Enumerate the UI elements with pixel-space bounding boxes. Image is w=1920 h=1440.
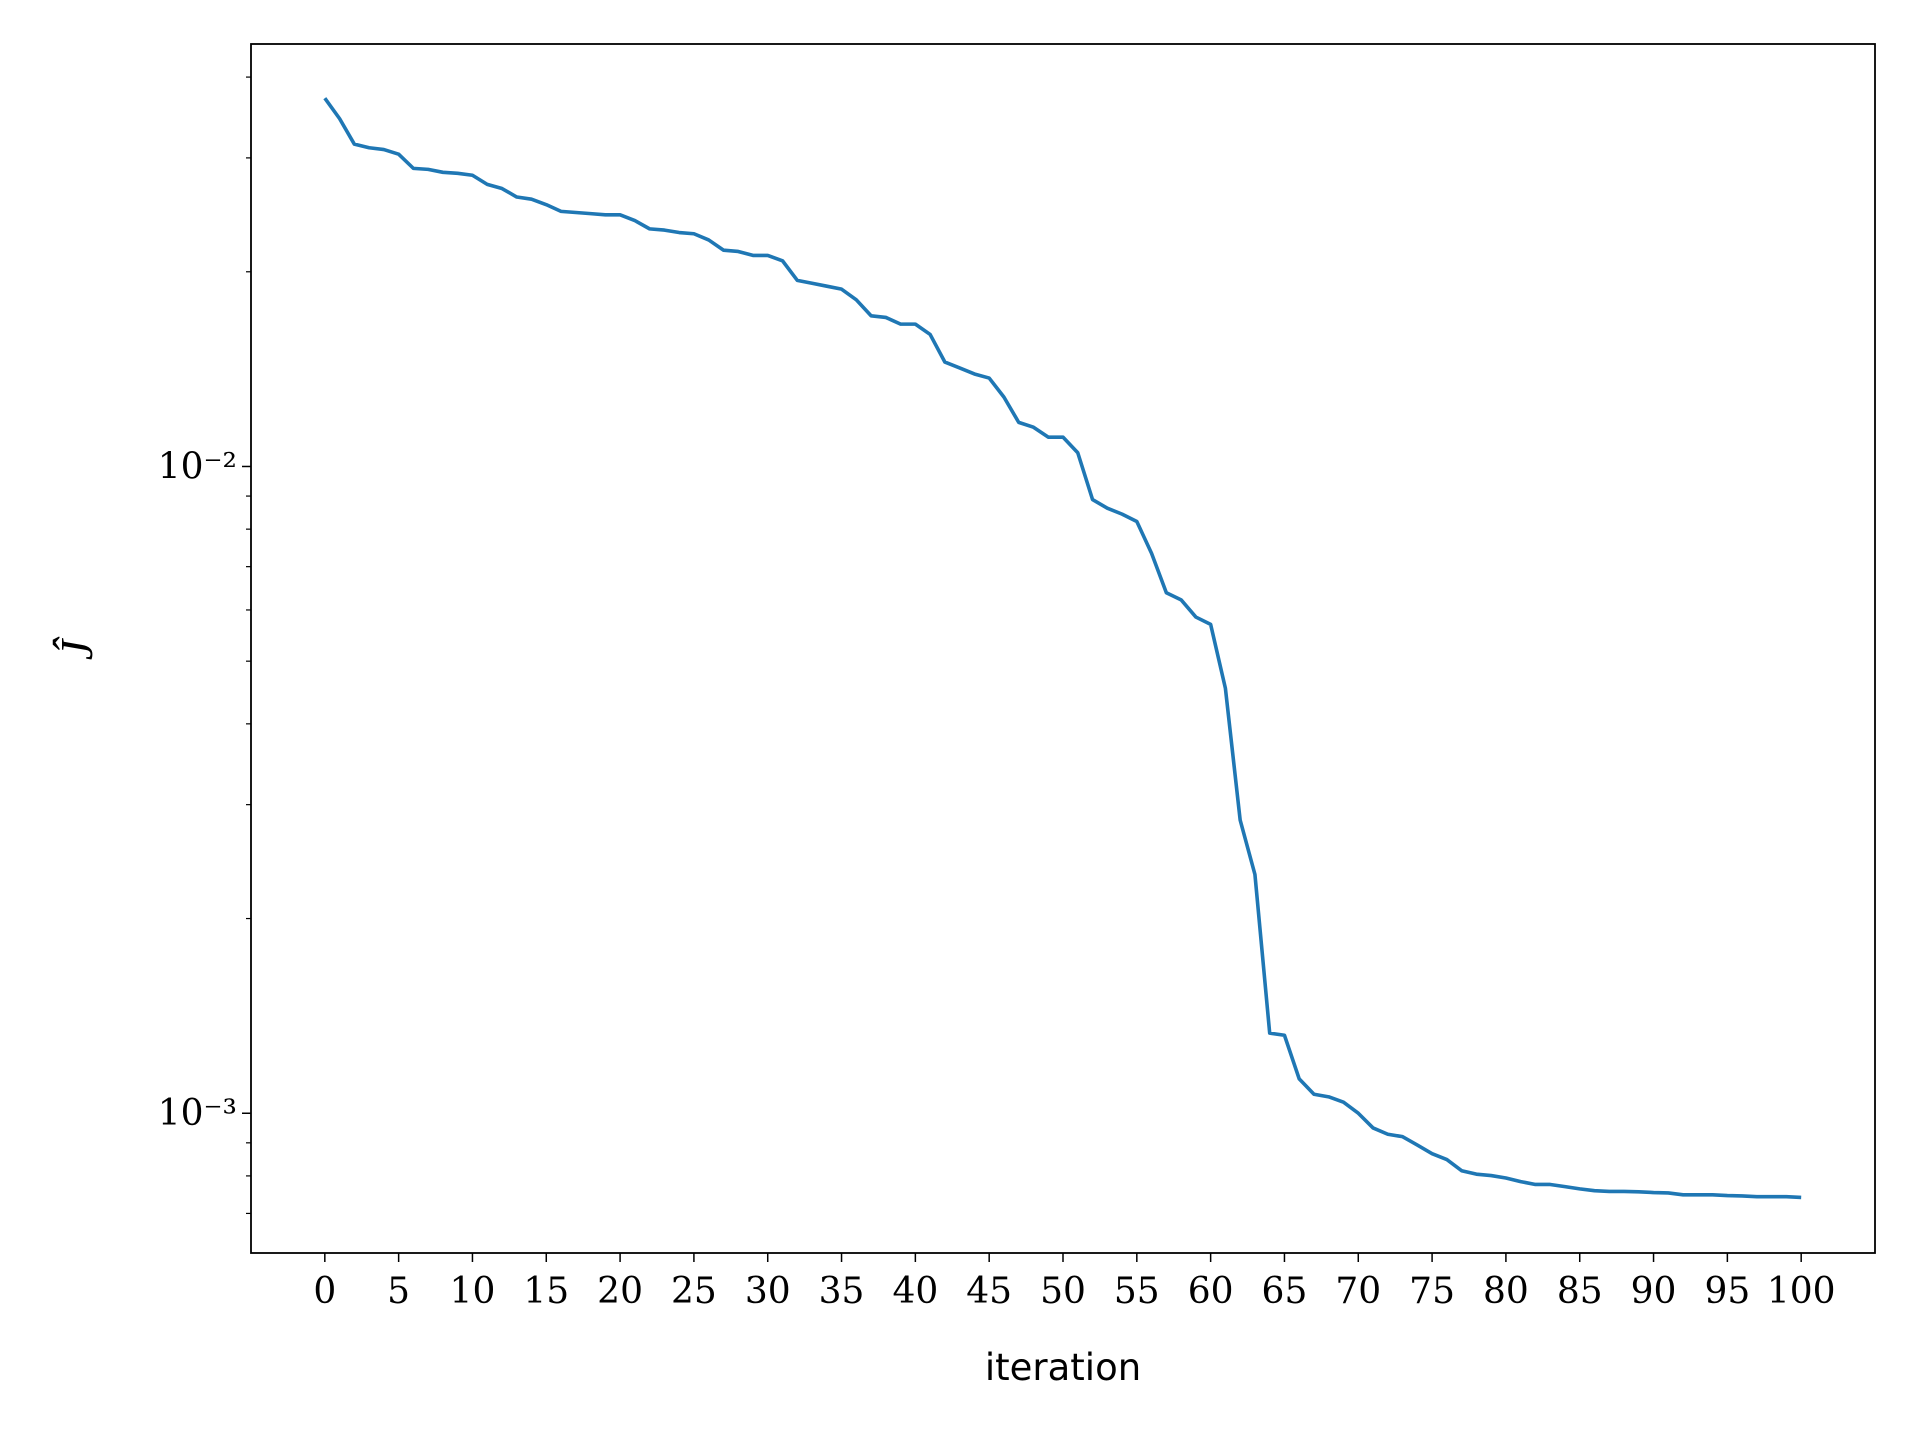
x-tick-label: 55 — [1114, 1271, 1160, 1312]
plot-frame — [250, 43, 1876, 1254]
x-tick-label: 20 — [597, 1271, 643, 1312]
x-tick-label: 15 — [523, 1271, 569, 1312]
x-tick-label: 30 — [745, 1271, 791, 1312]
y-axis-label: Ĵ — [51, 636, 102, 660]
x-tick-label: 95 — [1704, 1271, 1750, 1312]
x-tick-label: 50 — [1040, 1271, 1086, 1312]
x-tick-label: 70 — [1335, 1271, 1381, 1312]
x-tick-label: 40 — [892, 1271, 938, 1312]
x-tick-label: 85 — [1557, 1271, 1603, 1312]
x-tick-label: 80 — [1483, 1271, 1529, 1312]
x-tick-label: 0 — [313, 1271, 336, 1312]
x-tick-label: 5 — [387, 1271, 410, 1312]
x-tick-label: 75 — [1409, 1271, 1455, 1312]
x-axis-label: iteration — [985, 1346, 1141, 1389]
x-tick-label: 25 — [671, 1271, 717, 1312]
x-tick-label: 65 — [1262, 1271, 1308, 1312]
y-tick-label: 10⁻³ — [158, 1093, 237, 1134]
y-tick-label: 10⁻² — [158, 446, 237, 487]
x-tick-label: 45 — [966, 1271, 1012, 1312]
x-tick-label: 100 — [1767, 1271, 1836, 1312]
x-tick-label: 35 — [819, 1271, 865, 1312]
x-tick-label: 60 — [1188, 1271, 1234, 1312]
x-tick-label: 90 — [1631, 1271, 1677, 1312]
data-line — [323, 97, 1802, 1200]
x-tick-label: 10 — [450, 1271, 496, 1312]
